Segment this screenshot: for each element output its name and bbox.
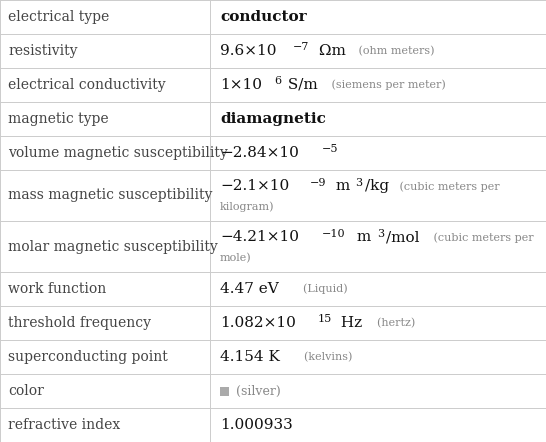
Text: (Liquid): (Liquid) xyxy=(296,284,347,294)
Text: mass magnetic susceptibility: mass magnetic susceptibility xyxy=(8,188,212,202)
Text: mole): mole) xyxy=(220,252,252,263)
Text: 9.6×10: 9.6×10 xyxy=(220,44,276,58)
Text: −7: −7 xyxy=(293,42,309,53)
Text: 1.082×10: 1.082×10 xyxy=(220,316,296,330)
Text: electrical conductivity: electrical conductivity xyxy=(8,78,165,92)
Text: 3: 3 xyxy=(377,229,384,239)
Text: diamagnetic: diamagnetic xyxy=(220,112,326,126)
Text: /kg: /kg xyxy=(365,179,389,193)
Text: color: color xyxy=(8,384,44,398)
Text: /mol: /mol xyxy=(387,230,420,244)
Text: −10: −10 xyxy=(322,229,346,239)
Text: m: m xyxy=(331,179,350,193)
Text: −2.1×10: −2.1×10 xyxy=(220,179,289,193)
Text: −2.84×10: −2.84×10 xyxy=(220,146,299,160)
Text: magnetic type: magnetic type xyxy=(8,112,109,126)
Text: 6: 6 xyxy=(274,76,281,86)
Text: (kelvins): (kelvins) xyxy=(297,352,353,362)
Text: 3: 3 xyxy=(355,178,363,188)
Text: volume magnetic susceptibility: volume magnetic susceptibility xyxy=(8,146,228,160)
Text: 1.000933: 1.000933 xyxy=(220,418,293,432)
Text: (cubic meters per: (cubic meters per xyxy=(430,232,533,243)
Text: (siemens per meter): (siemens per meter) xyxy=(328,80,446,90)
Text: −5: −5 xyxy=(322,145,339,154)
Text: 15: 15 xyxy=(318,314,332,324)
Text: (hertz): (hertz) xyxy=(370,318,416,328)
Text: electrical type: electrical type xyxy=(8,10,109,24)
Text: work function: work function xyxy=(8,282,106,296)
Text: −4.21×10: −4.21×10 xyxy=(220,230,299,244)
Text: 4.154 K: 4.154 K xyxy=(220,350,280,364)
Bar xyxy=(220,386,229,396)
Text: Ωm: Ωm xyxy=(314,44,346,58)
Text: m: m xyxy=(352,230,372,244)
Text: superconducting point: superconducting point xyxy=(8,350,168,364)
Text: (cubic meters per: (cubic meters per xyxy=(396,181,500,191)
Text: conductor: conductor xyxy=(220,10,307,24)
Text: −9: −9 xyxy=(310,178,326,188)
Text: refractive index: refractive index xyxy=(8,418,120,432)
Text: 1×10: 1×10 xyxy=(220,78,262,92)
Text: (ohm meters): (ohm meters) xyxy=(355,46,435,56)
Text: molar magnetic susceptibility: molar magnetic susceptibility xyxy=(8,240,218,254)
Text: S/m: S/m xyxy=(283,78,318,92)
Text: threshold frequency: threshold frequency xyxy=(8,316,151,330)
Text: 4.47 eV: 4.47 eV xyxy=(220,282,279,296)
Text: kilogram): kilogram) xyxy=(220,202,275,212)
Text: resistivity: resistivity xyxy=(8,44,78,58)
Text: (silver): (silver) xyxy=(232,385,281,397)
Text: Hz: Hz xyxy=(336,316,363,330)
